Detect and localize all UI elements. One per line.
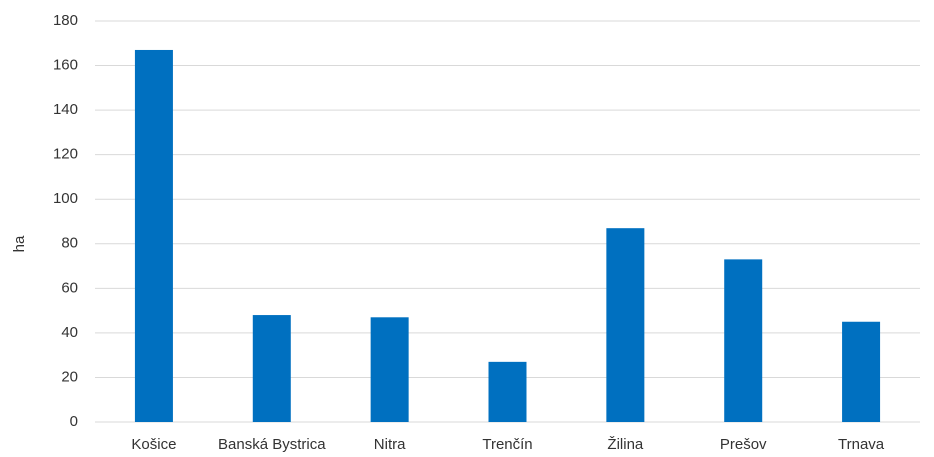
x-category-label: Žilina xyxy=(607,436,644,453)
x-category-label: Banská Bystrica xyxy=(218,436,326,453)
y-tick-label: 20 xyxy=(61,368,78,385)
x-category-label: Trenčín xyxy=(482,436,532,453)
y-tick-label: 180 xyxy=(53,12,78,29)
y-tick-label: 140 xyxy=(53,101,78,118)
y-tick-label: 0 xyxy=(70,413,78,430)
x-category-label: Košice xyxy=(131,436,176,453)
bar xyxy=(252,315,291,422)
bar xyxy=(370,317,409,422)
y-tick-label: 120 xyxy=(53,146,78,163)
gridlines xyxy=(95,20,920,423)
x-category-label: Prešov xyxy=(720,436,767,453)
y-tick-label: 160 xyxy=(53,57,78,74)
y-tick-label: 80 xyxy=(61,235,78,252)
y-axis-title: ha xyxy=(11,235,28,252)
y-axis-ticks: 0 20 40 60 80 100 120 140 160 180 xyxy=(53,12,78,430)
bar xyxy=(134,49,173,422)
bar xyxy=(724,259,763,422)
bars xyxy=(134,49,881,422)
x-axis-categories: Košice Banská Bystrica Nitra Trenčín Žilina P… xyxy=(131,436,884,453)
y-tick-label: 60 xyxy=(61,279,78,296)
x-category-label: Nitra xyxy=(374,436,406,453)
y-tick-label: 100 xyxy=(53,190,78,207)
x-category-label: Trnava xyxy=(838,436,885,453)
bar xyxy=(488,361,527,422)
bar xyxy=(842,321,881,422)
y-tick-label: 40 xyxy=(61,324,78,341)
bar xyxy=(606,228,645,422)
